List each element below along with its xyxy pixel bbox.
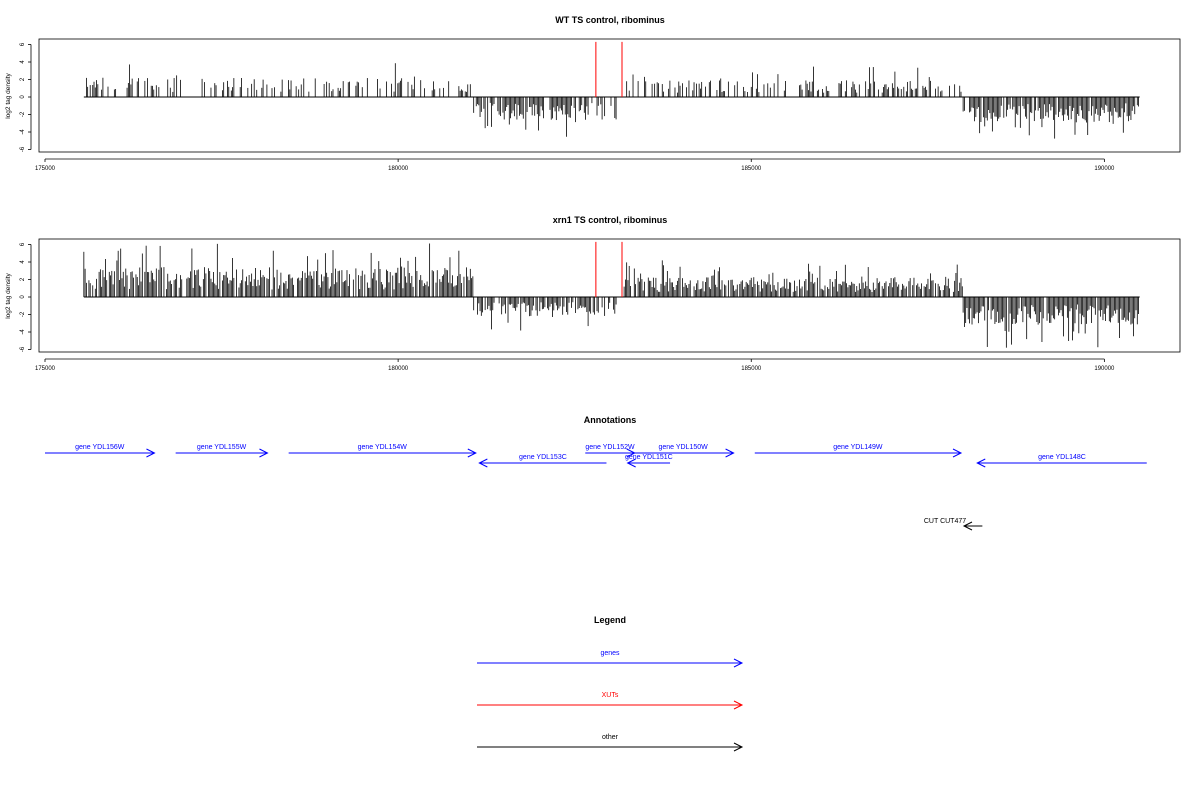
y-tick-label: 6: [20, 42, 26, 46]
gene-arrow-head: [146, 448, 156, 458]
y-tick-label: 4: [20, 60, 26, 64]
y-tick-label: -6: [20, 146, 26, 152]
xrn1-signal-bars: [83, 241, 1140, 348]
wt-plot-frame: [38, 38, 1181, 153]
legend: genes XUTs other: [477, 650, 744, 752]
x-tick-label: 180000: [388, 366, 409, 372]
gene-label: gene YDL156W: [75, 444, 125, 451]
gene-label: gene YDL154W: [358, 444, 408, 451]
x-tick-label: 190000: [1094, 366, 1115, 372]
y-tick-label: 6: [20, 242, 26, 246]
other-arrow-head: [962, 521, 973, 531]
wt-panel: WT TS control, ribominus log2 tag densit…: [5, 15, 1181, 172]
legend-arrow-head: [733, 700, 744, 710]
legend-arrow-head: [733, 658, 744, 668]
gene-arrow-head: [725, 448, 735, 458]
xrn1-plot-frame: [38, 238, 1181, 353]
y-tick-label: -4: [20, 329, 26, 335]
y-tick-label: 4: [20, 260, 26, 264]
gene-label: gene YDL151C: [625, 454, 673, 461]
gene-label: gene YDL155W: [197, 444, 247, 451]
y-tick-label: -6: [20, 346, 26, 352]
y-tick-label: 0: [20, 95, 26, 99]
xrn1-y-axis-label: log2 tag density: [5, 272, 12, 318]
y-tick-label: -4: [20, 129, 26, 135]
x-tick-label: 175000: [35, 166, 56, 172]
xrn1-panel: xrn1 TS control, ribominus log2 tag dens…: [5, 215, 1181, 372]
gene-label: gene YDL150W: [658, 444, 708, 451]
legend-label: genes: [600, 650, 620, 657]
x-tick-label: 185000: [741, 366, 762, 372]
gene-arrow-head: [952, 448, 963, 458]
annotation-track: gene YDL156W gene YDL155W gene YDL154W gene…: [45, 444, 1147, 531]
wt-signal-bars: [83, 41, 1140, 139]
gene-arrow-head: [478, 458, 488, 468]
other-label: CUT CUT477: [924, 518, 966, 525]
gene-arrow-head: [626, 458, 636, 468]
y-tick-label: 0: [20, 295, 26, 299]
xrn1-panel-title: xrn1 TS control, ribominus: [553, 215, 668, 225]
y-tick-label: 2: [20, 277, 26, 281]
gene-label: gene YDL152W: [585, 444, 635, 451]
gene-label: gene YDL148C: [1038, 454, 1086, 461]
y-tick-label: -2: [20, 311, 26, 317]
legend-label: XUTs: [602, 692, 619, 699]
x-tick-label: 190000: [1094, 166, 1115, 172]
x-tick-label: 185000: [741, 166, 762, 172]
gene-arrow-head: [259, 448, 269, 458]
gene-label: gene YDL153C: [519, 454, 567, 461]
y-tick-label: -2: [20, 111, 26, 117]
gene-arrow-head: [976, 458, 986, 468]
gene-label: gene YDL149W: [833, 444, 883, 451]
legend-title: Legend: [594, 615, 626, 625]
xrn1-axes: 6 4 2 0 -2 -4 -6 175000 180000 185000 190000: [20, 242, 1115, 372]
wt-y-axis-label: log2 tag density: [5, 72, 12, 118]
legend-arrow-head: [733, 742, 744, 752]
wt-panel-title: WT TS control, ribominus: [555, 15, 665, 25]
annotations-title: Annotations: [584, 415, 637, 425]
x-tick-label: 180000: [388, 166, 409, 172]
gene-arrow-head: [467, 448, 477, 458]
y-tick-label: 2: [20, 77, 26, 81]
x-tick-label: 175000: [35, 366, 56, 372]
legend-label: other: [602, 734, 619, 741]
wt-axes: 6 4 2 0 -2 -4 -6 175000 180000 185000 190000: [20, 42, 1115, 172]
